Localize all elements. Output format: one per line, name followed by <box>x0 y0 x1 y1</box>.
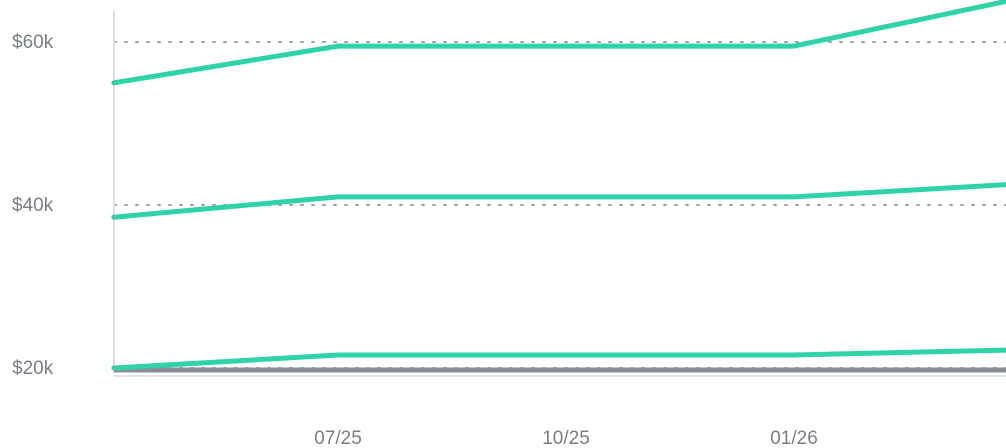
y-tick-label: $20k <box>12 358 54 379</box>
data-point <box>791 43 797 49</box>
data-point <box>335 43 341 49</box>
series-line-2 <box>111 182 1006 220</box>
data-point <box>335 194 341 200</box>
data-point <box>111 365 117 371</box>
data-point <box>1003 347 1006 353</box>
x-tick-label: 07/25 <box>314 428 362 448</box>
y-tick-label: $60k <box>12 32 54 53</box>
data-point <box>791 194 797 200</box>
x-tick-labels: 07/25 10/25 01/26 <box>314 428 818 448</box>
series <box>111 0 1006 371</box>
x-tick-label: 10/25 <box>542 428 590 448</box>
data-point <box>563 352 569 358</box>
data-point <box>111 214 117 220</box>
y-tick-label: $40k <box>12 195 54 216</box>
data-point <box>563 194 569 200</box>
data-point <box>1003 182 1006 188</box>
data-point <box>1003 0 1006 4</box>
data-point <box>791 352 797 358</box>
data-point <box>335 352 341 358</box>
y-tick-labels: $20k $40k $60k <box>12 32 54 379</box>
axes <box>113 10 1006 377</box>
data-point <box>563 43 569 49</box>
data-point <box>111 80 117 86</box>
series-line-3 <box>111 347 1006 371</box>
x-tick-label: 01/26 <box>770 428 818 448</box>
